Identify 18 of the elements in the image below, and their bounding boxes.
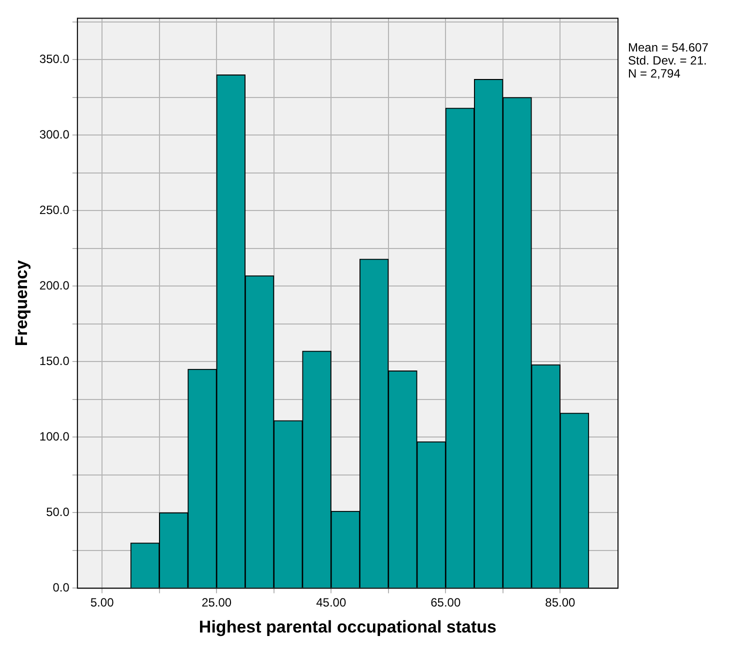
- y-tick-label: 250.0: [39, 203, 70, 218]
- y-tick-label: 300.0: [39, 128, 70, 142]
- y-axis-title: Frequency: [12, 260, 31, 346]
- y-tick-label: 50.0: [46, 505, 70, 520]
- y-tick-label: 100.0: [39, 430, 70, 444]
- x-axis-title: Highest parental occupational status: [198, 617, 496, 636]
- x-tick-label: 45.00: [316, 596, 346, 610]
- x-tick-label: 5.00: [90, 596, 114, 610]
- x-tick-label: 25.00: [202, 596, 232, 610]
- y-tick-label: 0.0: [52, 580, 70, 595]
- text: Std. Dev. = 21.: [628, 54, 707, 68]
- x-tick-label: 85.00: [545, 596, 576, 610]
- y-tick-label: 150.0: [39, 354, 70, 368]
- y-tick-label: 350.0: [39, 52, 70, 66]
- x-tick-label: 65.00: [430, 596, 461, 610]
- y-tick-label: 200.0: [39, 278, 70, 293]
- text: Mean = 54.607: [628, 40, 709, 55]
- text: N = 2,794: [628, 66, 681, 81]
